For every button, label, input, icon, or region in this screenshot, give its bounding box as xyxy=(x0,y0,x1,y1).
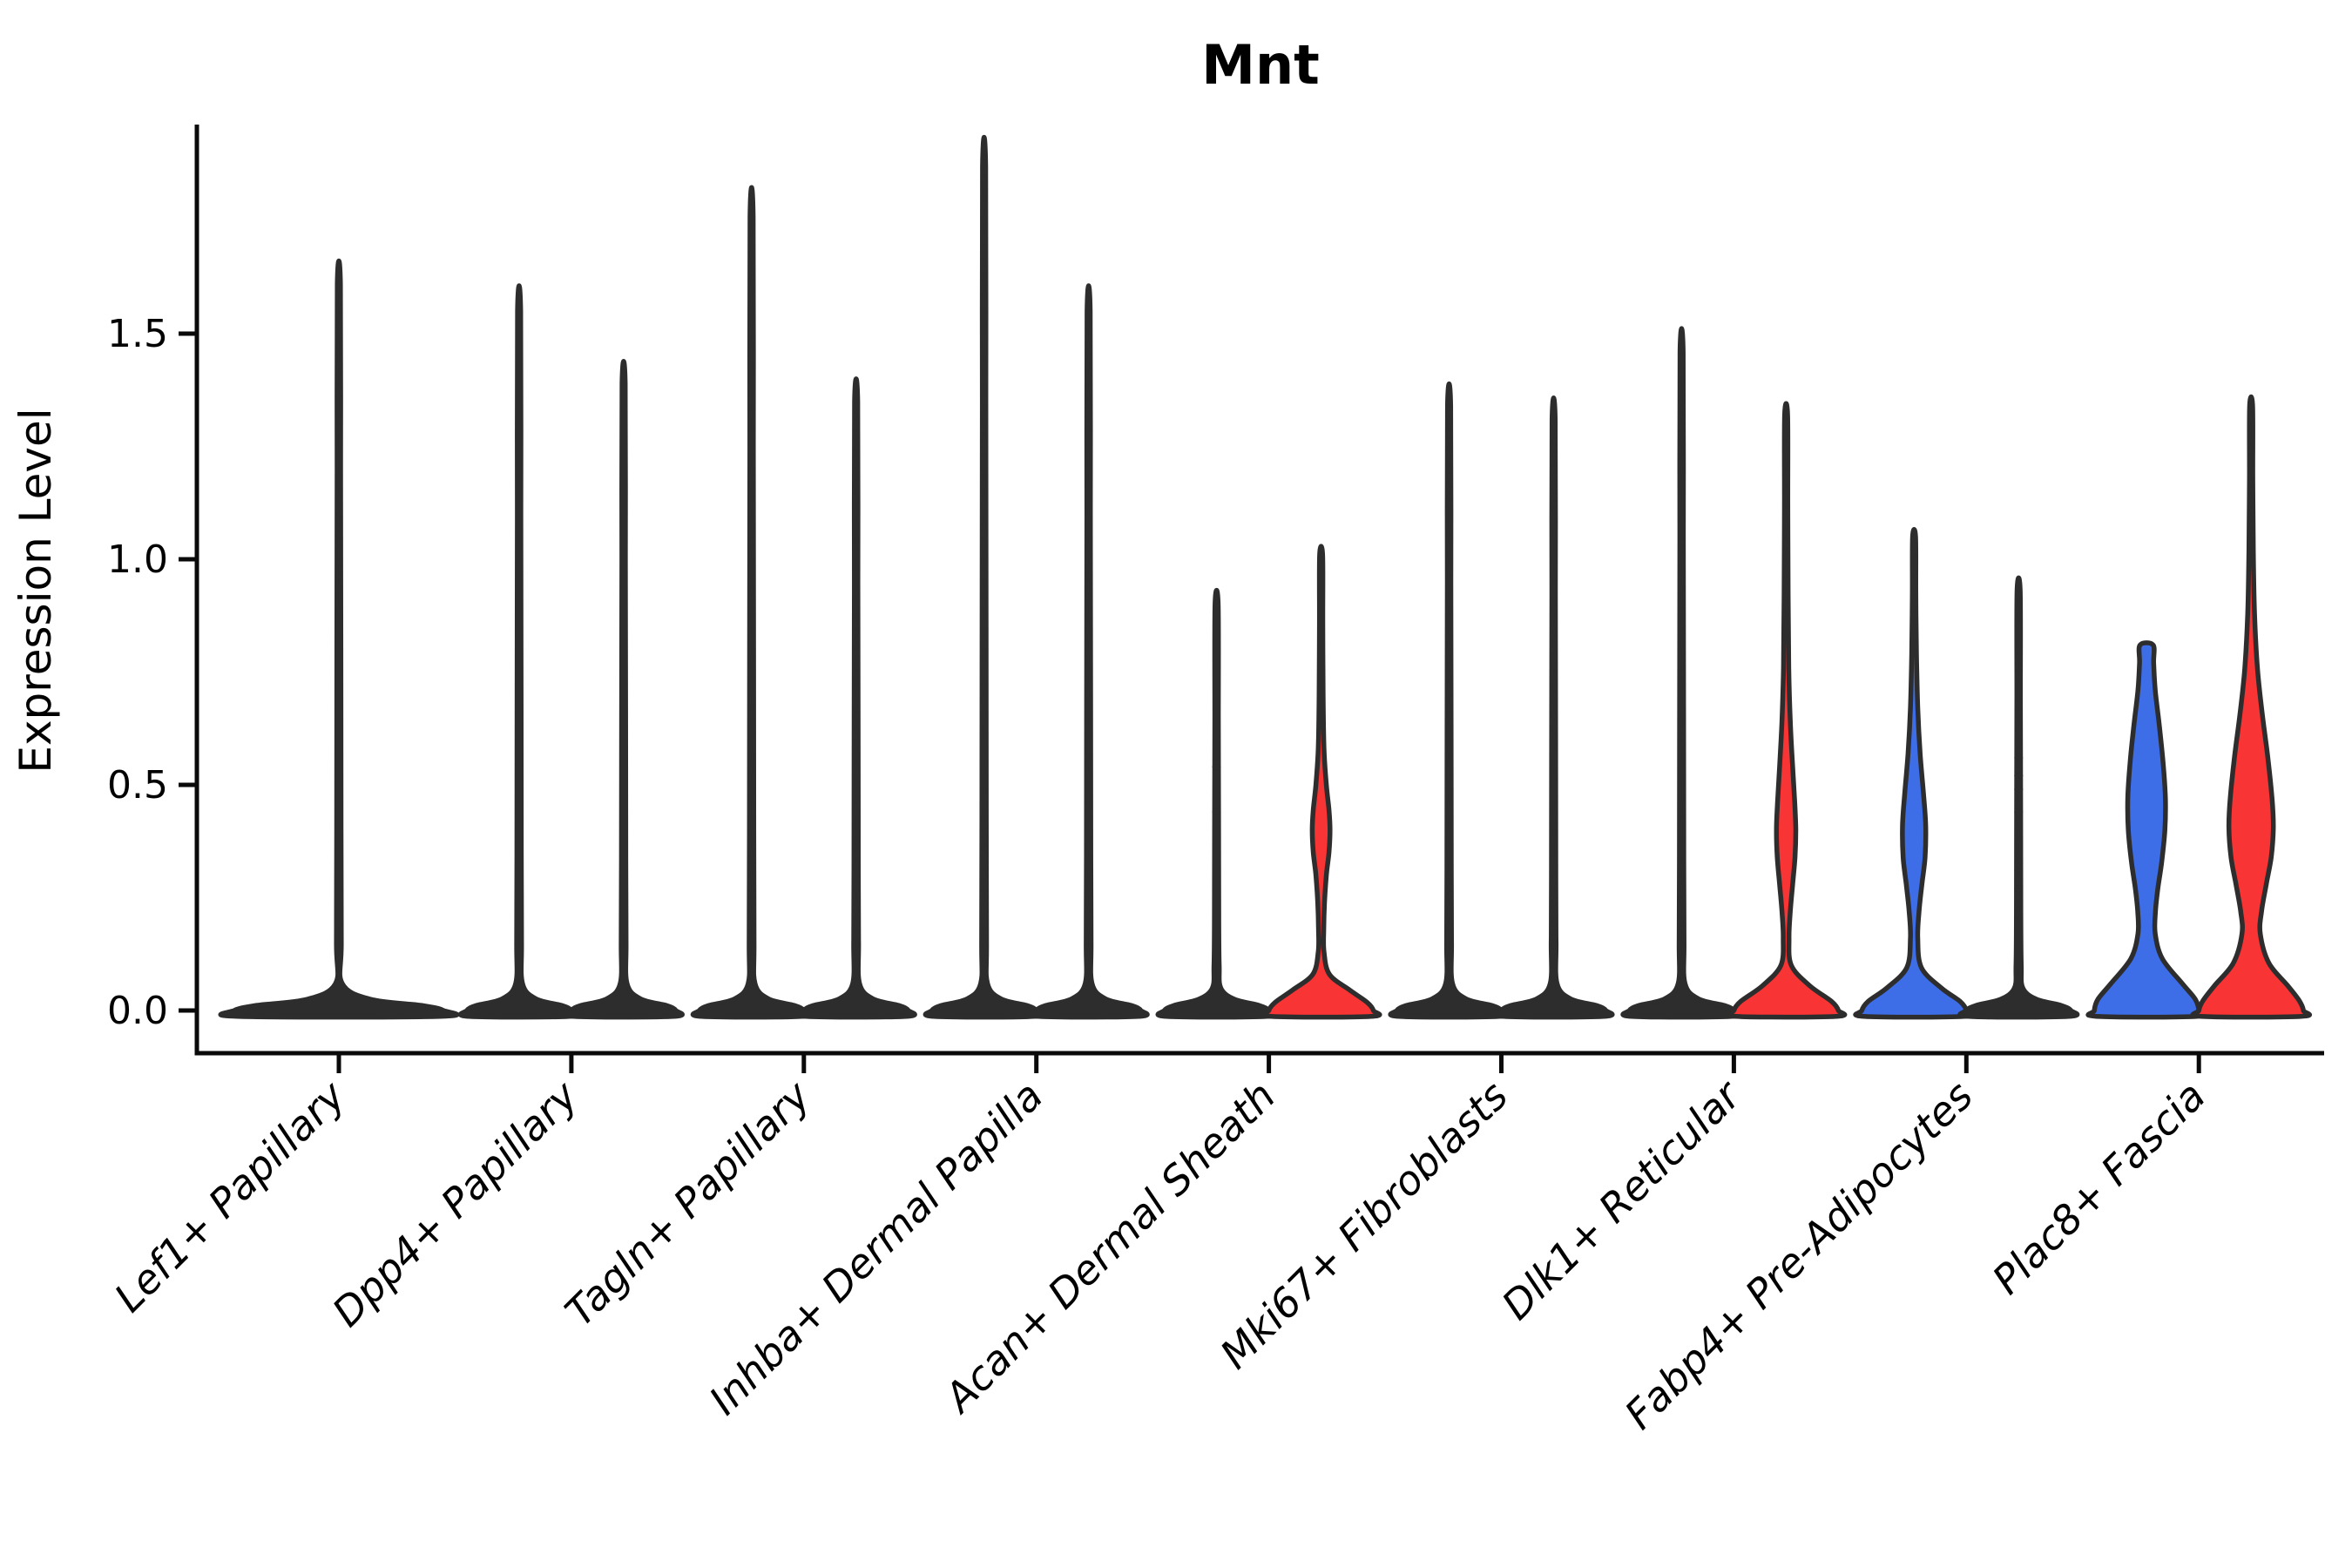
violins-layer xyxy=(218,134,2313,1020)
jitter-point xyxy=(2014,858,2024,865)
chart-title: Mnt xyxy=(1201,33,1319,97)
jitter-point xyxy=(1212,808,1221,815)
violin-tagln-right xyxy=(794,376,917,1020)
y-tick-label: 0.0 xyxy=(107,989,168,1033)
violin-plac8-right xyxy=(2190,394,2313,1020)
violin-mki67-left xyxy=(1388,382,1511,1020)
jitter-point xyxy=(2014,786,2024,793)
y-axis-label: Expression Level xyxy=(10,408,61,773)
violin-dpp4-left xyxy=(457,283,580,1020)
violin-inhba-right xyxy=(1027,283,1150,1020)
violin-acan-right xyxy=(1260,544,1382,1020)
violin-fabp4-left xyxy=(1853,526,1976,1020)
violin-lef1-center xyxy=(218,259,460,1020)
jitter-point xyxy=(2014,868,2024,874)
y-tick-label: 1.0 xyxy=(107,537,168,582)
violin-fabp4-right xyxy=(1957,575,2080,1020)
y-tick-label: 0.5 xyxy=(107,763,168,808)
violin-acan-left xyxy=(1155,587,1278,1020)
x-tick-label: Tagln+ Papillary xyxy=(556,1071,820,1335)
x-tick-label: Dpp4+ Papillary xyxy=(323,1071,587,1335)
jitter-point xyxy=(2014,885,2024,892)
jitter-point xyxy=(1212,763,1221,770)
violin-dlk1-right xyxy=(1725,401,1848,1020)
violin-tagln-left xyxy=(690,185,813,1020)
violin-plac8-left xyxy=(2085,640,2208,1020)
x-tick-label: Lef1+ Papillary xyxy=(105,1071,355,1321)
violin-inhba-left xyxy=(923,134,1045,1020)
y-tick-label: 1.5 xyxy=(107,312,168,356)
jitter-point xyxy=(2014,773,2024,780)
jitter-point xyxy=(2014,754,2024,761)
violin-dpp4-right xyxy=(562,359,685,1020)
x-tick-label: Plac8+ Fascia xyxy=(1984,1072,2214,1303)
jitter-point xyxy=(2014,876,2024,883)
x-tick-label: Dlk1+ Reticular xyxy=(1493,1070,1752,1328)
axes-layer xyxy=(179,125,2324,1073)
jitter-point xyxy=(2014,930,2024,937)
jitter-point xyxy=(2014,808,2024,815)
violin-dlk1-left xyxy=(1620,326,1743,1020)
violin-mki67-right xyxy=(1492,395,1615,1020)
